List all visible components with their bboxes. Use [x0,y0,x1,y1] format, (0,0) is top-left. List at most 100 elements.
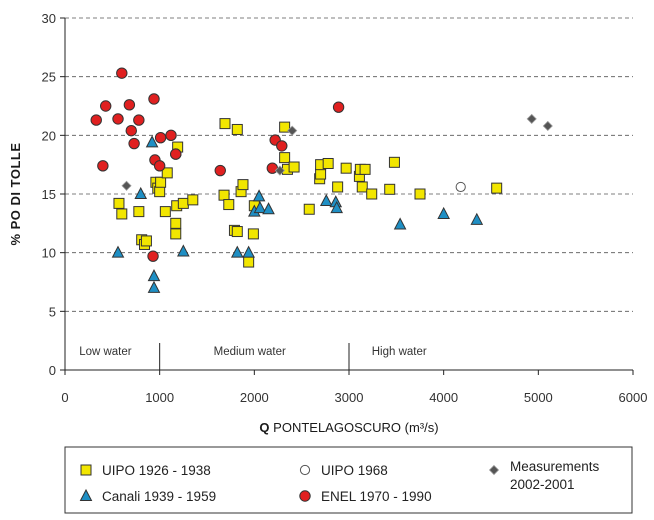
legend-marker-uipo-1926-1938 [80,464,92,476]
point-enel-1970-1990 [128,137,140,150]
point-uipo-1926-1938 [366,188,378,200]
point-measurements-2002-2001 [121,180,132,191]
point-uipo-1926-1938 [243,256,255,268]
point-uipo-1926-1938 [303,203,315,215]
legend-label-enel-1970-1990: ENEL 1970 - 1990 [321,489,432,504]
series-uipo-1968 [455,181,466,193]
point-uipo-1926-1938 [279,121,291,133]
legend: UIPO 1926 - 1938 Canali 1939 - 1959 UIPO 1… [64,446,633,514]
point-canali-1939-1959 [253,201,267,214]
point-canali-1939-1959 [134,186,148,199]
point-enel-1970-1990 [97,160,109,172]
point-uipo-1926-1938 [359,163,371,175]
point-uipo-1926-1938 [223,199,235,211]
point-uipo-1926-1938 [161,167,173,179]
region-label-medium-water: Medium water [214,346,286,358]
point-uipo-1926-1938 [170,217,182,229]
point-uipo-1926-1938 [332,181,344,193]
point-measurements-2002-2001 [287,125,298,136]
series-uipo-1926-1938 [113,118,503,268]
point-enel-1970-1990 [90,114,102,126]
point-uipo-1926-1938 [187,194,199,206]
point-uipo-1926-1938 [159,206,171,218]
legend-item-measurements-2002-2001: Measurements 2002-2001 [488,459,600,492]
point-uipo-1926-1938 [231,123,243,135]
point-canali-1939-1959 [262,202,275,215]
point-measurements-2002-2001 [542,120,553,132]
x-axis-title-rest: PONTELAGOSCURO (m³/s) [270,420,439,435]
point-enel-1970-1990 [153,160,166,172]
point-enel-1970-1990 [276,140,288,152]
point-uipo-1926-1938 [315,168,327,180]
point-enel-1970-1990 [165,129,177,142]
x-tick-label-1000: 1000 [145,390,174,405]
point-uipo-1926-1938 [177,197,189,209]
series-enel-1970-1990 [90,67,345,262]
point-enel-1970-1990 [148,93,160,105]
x-tick-label-3000: 3000 [335,390,364,405]
point-uipo-1926-1938 [356,181,368,193]
point-enel-1970-1990 [116,67,128,79]
point-uipo-1926-1938 [322,157,334,169]
x-tick-label-4000: 4000 [429,390,458,405]
point-uipo-1926-1938 [140,235,152,247]
point-uipo-1926-1938 [247,228,259,240]
legend-label-uipo-1968: UIPO 1968 [321,463,388,478]
point-canali-1939-1959 [470,212,484,225]
point-canali-1939-1959 [330,201,344,214]
legend-marker-measurements-2002-2001 [488,464,500,476]
region-label-high-water: High water [372,346,427,358]
point-uipo-1926-1938 [154,186,166,198]
point-canali-1939-1959 [111,245,125,258]
point-uipo-1926-1938 [155,176,167,188]
tick-layer: 0 5 10 15 20 25 30 0 1000 2000 3000 4000 5000 6000 [42,11,648,405]
point-enel-1970-1990 [123,99,136,111]
point-enel-1970-1990 [100,100,112,112]
legend-label-line-1: Measurements [510,459,600,474]
point-layer [90,67,553,293]
point-uipo-1926-1938 [113,197,125,209]
point-canali-1939-1959 [177,244,190,257]
point-uipo-1926-1938 [279,152,291,164]
x-tick-label-6000: 6000 [619,390,648,405]
y-tick-label-30: 30 [42,11,56,26]
point-uipo-1926-1938 [231,226,243,238]
legend-item-uipo-1968: UIPO 1968 [299,463,388,478]
point-uipo-1926-1938 [388,156,400,168]
y-axis-title: % PO DI TOLLE [8,142,23,245]
point-canali-1939-1959 [145,135,159,148]
x-tick-label-5000: 5000 [524,390,553,405]
point-enel-1970-1990 [154,131,167,144]
point-uipo-1926-1938 [384,183,396,195]
point-uipo-1926-1938 [237,179,249,191]
legend-marker-enel-1970-1990 [299,490,311,502]
point-canali-1939-1959 [252,189,266,202]
point-enel-1970-1990 [133,114,145,126]
point-uipo-1968 [455,181,466,193]
legend-item-canali-1939-1959: Canali 1939 - 1959 [79,488,216,504]
y-tick-label-25: 25 [42,70,56,85]
point-canali-1939-1959 [319,193,333,207]
point-measurements-2002-2001 [526,113,537,124]
point-enel-1970-1990 [266,162,279,174]
x-axis-title-bold: Q [259,420,269,435]
legend-marker-uipo-1968 [299,464,311,476]
legend-item-uipo-1926-1938: UIPO 1926 - 1938 [80,463,211,478]
point-uipo-1926-1938 [133,206,145,218]
point-enel-1970-1990 [214,164,226,177]
series-canali-1939-1959 [111,135,484,293]
point-canali-1939-1959 [147,269,161,282]
x-axis-title: Q PONTELAGOSCURO (m³/s) [259,420,438,435]
y-tick-label-15: 15 [42,187,56,202]
y-tick-label-20: 20 [42,128,56,143]
series-measurements-2002-2001 [121,113,553,191]
legend-label-measurements-2002-2001: Measurements 2002-2001 [510,459,600,492]
point-canali-1939-1959 [147,280,161,293]
legend-box [64,446,633,514]
point-enel-1970-1990 [112,113,124,125]
y-tick-label-10: 10 [42,246,56,261]
y-tick-label-5: 5 [49,304,56,319]
point-canali-1939-1959 [393,217,407,230]
point-enel-1970-1990 [147,250,159,262]
